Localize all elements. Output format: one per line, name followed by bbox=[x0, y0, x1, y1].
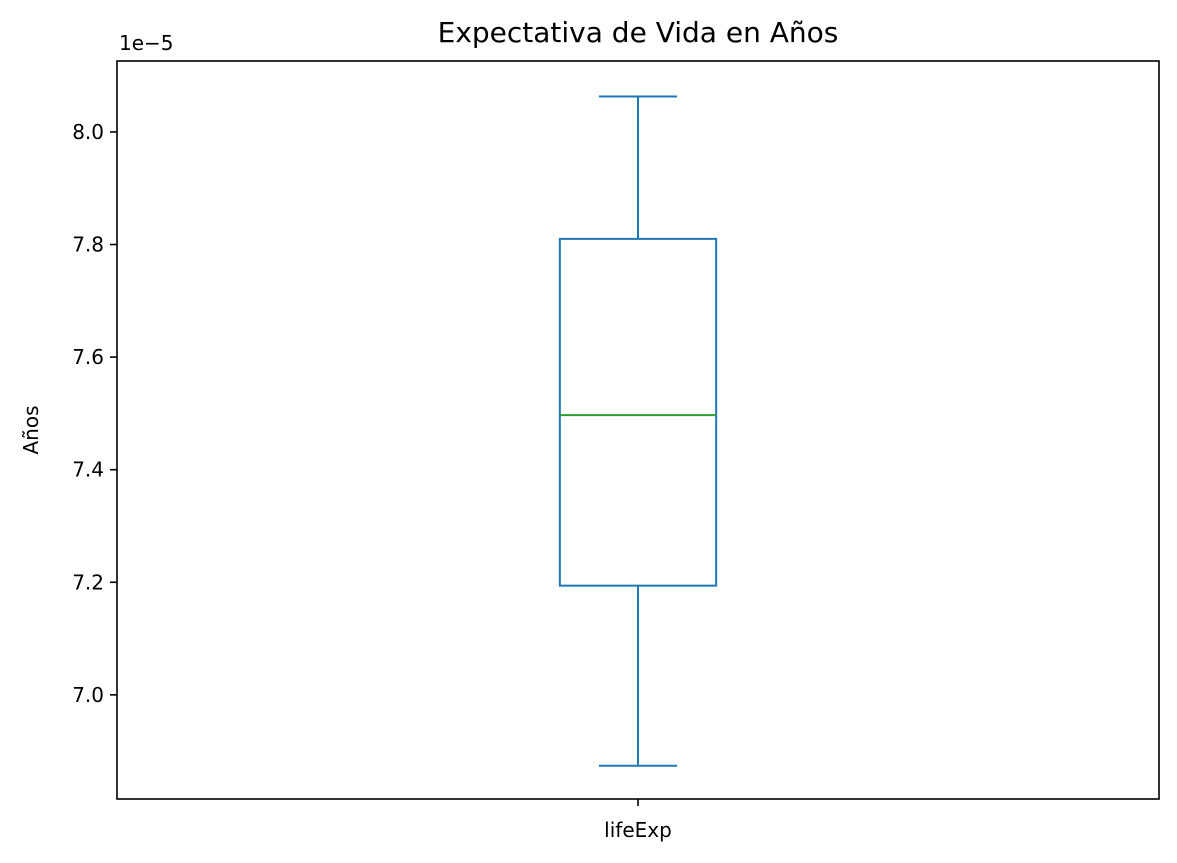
y-tick-label: 7.0 bbox=[72, 683, 104, 707]
y-tick-label: 7.2 bbox=[72, 570, 104, 594]
x-tick-label: lifeExp bbox=[604, 818, 672, 842]
y-axis-offset-label: 1e−5 bbox=[119, 31, 174, 55]
y-tick-label: 7.6 bbox=[72, 345, 104, 369]
y-axis-label: Años bbox=[19, 405, 43, 454]
y-axis-ticks: 7.0 7.2 7.4 7.6 7.8 8.0 bbox=[72, 120, 117, 707]
y-tick-label: 7.8 bbox=[72, 233, 104, 257]
y-tick-label: 8.0 bbox=[72, 120, 104, 144]
x-axis-ticks: lifeExp bbox=[604, 799, 672, 842]
box-plot-series bbox=[558, 95, 718, 767]
interquartile-box bbox=[558, 237, 718, 587]
y-tick-label: 7.4 bbox=[72, 458, 104, 482]
plot-area-frame bbox=[116, 60, 1160, 800]
chart-title: Expectativa de Vida en Años bbox=[438, 16, 839, 49]
